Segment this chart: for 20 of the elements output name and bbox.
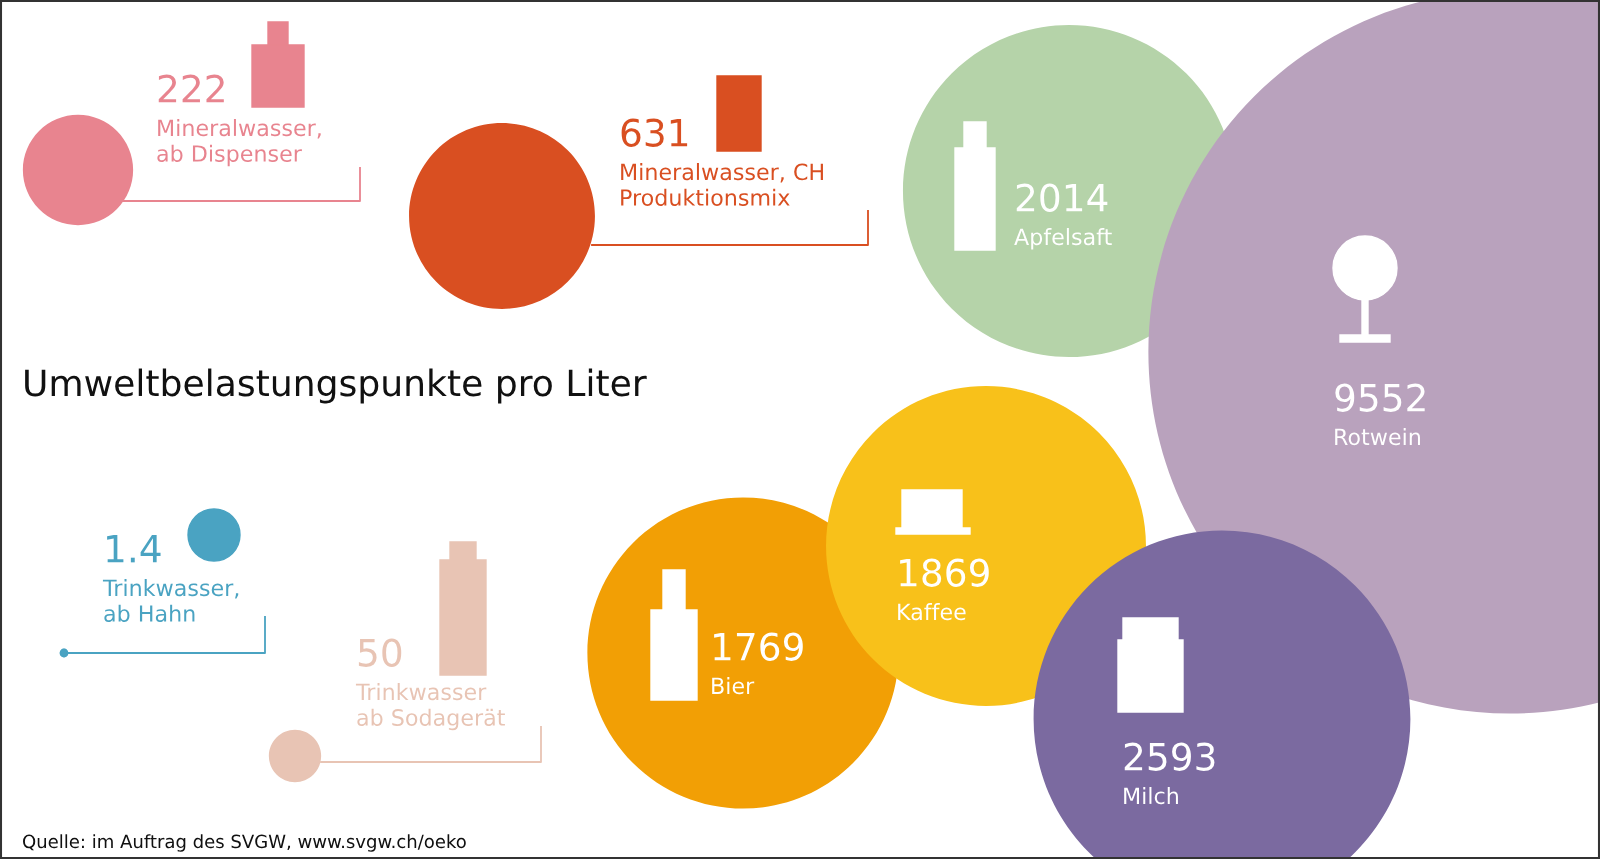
category-label: Mineralwasser, ab Dispenser bbox=[157, 119, 321, 167]
source-note: Quelle: im Auftrag des SVGW, www.svgw.ch/oeko bbox=[23, 834, 466, 852]
text: Umweltbelastungspunkte pro Liter bbox=[25, 368, 647, 404]
category-label: Kaffee bbox=[898, 603, 966, 621]
category-label: Trinkwasser ab Sodagerät bbox=[355, 683, 505, 731]
data-label: 1869 bbox=[900, 558, 989, 587]
data-label: 2593 bbox=[1124, 742, 1215, 771]
data-label: 222 bbox=[158, 74, 224, 103]
category-label: Bier bbox=[712, 677, 755, 695]
data-label: 631 bbox=[621, 118, 688, 147]
category-label: Rotwein bbox=[1335, 428, 1420, 446]
data-label: 1769 bbox=[714, 632, 803, 661]
category-label: Trinkwasser, ab Hahn bbox=[102, 579, 239, 622]
data-label: 1.4 bbox=[107, 535, 161, 563]
data-label: 50 bbox=[358, 638, 402, 667]
data-label: 2014 bbox=[1016, 183, 1108, 212]
category-label: Mineralwasser, CH Produktionsmix bbox=[621, 163, 823, 206]
data-label: 9552 bbox=[1335, 383, 1425, 412]
category-label: Milch bbox=[1124, 787, 1178, 805]
category-label: Apfelsaft bbox=[1014, 228, 1112, 250]
